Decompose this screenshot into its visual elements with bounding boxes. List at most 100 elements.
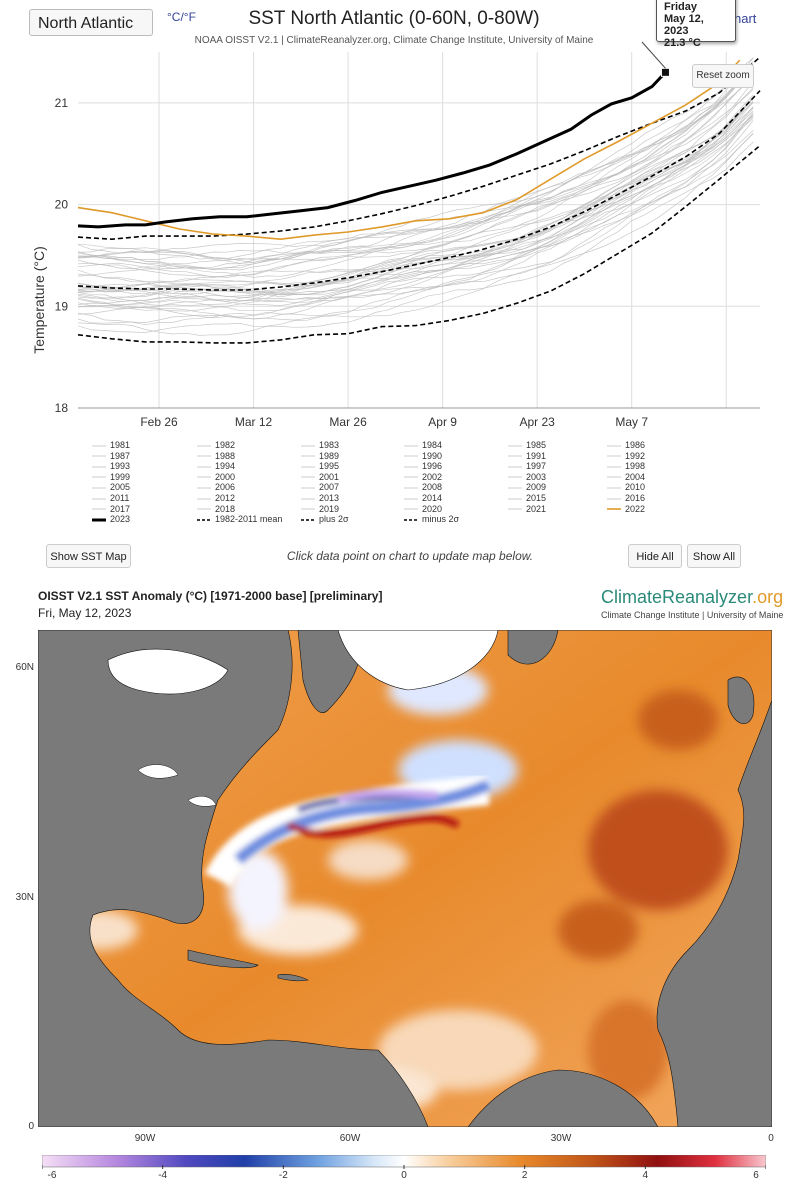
x-tick-label: May 7: [615, 415, 648, 429]
legend-item[interactable]: 2013: [301, 493, 339, 503]
colorbar-tick-label: -4: [158, 1170, 168, 1181]
legend-label: 1991: [526, 450, 547, 461]
legend-item[interactable]: 2001: [301, 472, 339, 482]
gulf-stream: [204, 775, 491, 888]
colorbar-tick-label: 6: [753, 1170, 759, 1181]
legend-swatch: [92, 455, 106, 457]
legend-item[interactable]: 2007: [301, 482, 339, 492]
legend-item[interactable]: 2009: [508, 482, 546, 492]
map-hint: Click data point on chart to update map …: [286, 549, 534, 563]
legend-item[interactable]: 2018: [197, 504, 235, 514]
legend-item[interactable]: 1990: [404, 451, 442, 461]
year-line: [77, 67, 754, 261]
legend-item[interactable]: 2008: [404, 482, 442, 492]
legend-label: 1993: [110, 461, 131, 472]
series-plus-2-: [77, 56, 761, 241]
legend-item[interactable]: 1988: [197, 451, 235, 461]
hide-all-button[interactable]: Hide All: [628, 544, 682, 568]
legend-item[interactable]: 2006: [197, 482, 235, 492]
year-line: [77, 107, 754, 306]
legend-item[interactable]: 1999: [92, 472, 130, 482]
legend-item[interactable]: 2004: [607, 472, 645, 482]
year-line: [77, 115, 754, 312]
europe-africa-land: [656, 699, 772, 1127]
legend-item[interactable]: 1991: [508, 451, 546, 461]
map-date: Fri, May 12, 2023: [38, 606, 132, 620]
chart-link[interactable]: hart: [734, 11, 757, 26]
region-select[interactable]: North Atlantic: [29, 9, 153, 36]
legend-item[interactable]: 2022: [607, 504, 645, 514]
legend-label: 2012: [215, 493, 236, 503]
legend-item[interactable]: 1982: [197, 440, 235, 450]
legend-item[interactable]: 2015: [508, 493, 546, 503]
legend-item[interactable]: 1981: [92, 440, 130, 450]
year-line: [77, 73, 754, 278]
legend-item[interactable]: 2016: [607, 493, 645, 503]
lon-label-90w: 90W: [134, 1133, 156, 1144]
legend-swatch: [404, 476, 418, 478]
legend-item[interactable]: 1998: [607, 461, 645, 471]
legend-swatch: [92, 487, 106, 489]
legend-item[interactable]: 1992: [607, 451, 645, 461]
legend-item[interactable]: 2000: [197, 472, 235, 482]
legend-item[interactable]: 2010: [607, 482, 645, 492]
legend-label: 2008: [422, 482, 443, 493]
legend-item[interactable]: plus 2σ: [301, 514, 349, 524]
legend-item[interactable]: minus 2σ: [404, 514, 459, 524]
legend-item[interactable]: 2014: [404, 493, 442, 503]
legend-item[interactable]: 2012: [197, 493, 235, 503]
legend-item[interactable]: 2021: [508, 504, 546, 514]
sst-anomaly-map[interactable]: [38, 630, 772, 1127]
legend-item[interactable]: 1984: [404, 440, 442, 450]
legend-item[interactable]: 1989: [301, 451, 339, 461]
legend-item[interactable]: 2002: [404, 472, 442, 482]
y-tick-label: 18: [55, 401, 69, 415]
legend-item[interactable]: 1993: [92, 461, 130, 471]
legend-item[interactable]: 1987: [92, 451, 130, 461]
legend-swatch: [197, 487, 211, 489]
greenland-tip-land: [507, 630, 559, 665]
lon-label-60w: 60W: [339, 1133, 361, 1144]
legend-label: 1998: [625, 461, 646, 472]
legend-label: 2000: [215, 471, 236, 482]
colorbar-tick-label: -6: [47, 1170, 57, 1181]
reset-zoom-button[interactable]: Reset zoom: [692, 64, 754, 88]
legend-swatch: [404, 508, 418, 510]
legend-swatch: [404, 445, 418, 447]
year-line: [77, 100, 754, 292]
legend-item[interactable]: 2023: [92, 514, 130, 524]
legend-item[interactable]: 1995: [301, 461, 339, 471]
legend-item[interactable]: 1996: [404, 461, 442, 471]
year-line: [77, 98, 754, 302]
legend-item[interactable]: 1986: [607, 440, 645, 450]
legend-item[interactable]: 1994: [197, 461, 235, 471]
year-line: [77, 113, 754, 319]
south-america-land: [467, 1069, 659, 1127]
legend-swatch: [92, 476, 106, 478]
lon-label-0: 0: [768, 1133, 774, 1144]
show-all-button[interactable]: Show All: [687, 544, 741, 568]
legend-item[interactable]: 2003: [508, 472, 546, 482]
legend-item[interactable]: 1985: [508, 440, 546, 450]
legend-swatch: [508, 487, 522, 489]
show-sst-map-button[interactable]: Show SST Map: [46, 544, 131, 568]
legend-item[interactable]: 2005: [92, 482, 130, 492]
legend-item[interactable]: 2020: [404, 504, 442, 514]
legend-item[interactable]: 1982-2011 mean: [197, 514, 282, 524]
legend-item[interactable]: 2017: [92, 504, 130, 514]
legend-item[interactable]: 2011: [92, 493, 129, 503]
legend-item[interactable]: 1997: [508, 461, 546, 471]
legend-item[interactable]: 2019: [301, 504, 339, 514]
legend-swatch: [607, 476, 621, 478]
legend-label: 1987: [110, 450, 131, 461]
legend-label: 1988: [215, 450, 236, 461]
legend-swatch: [197, 498, 211, 500]
legend-swatch: [404, 498, 418, 500]
hover-marker[interactable]: [660, 67, 670, 77]
legend-swatch: [301, 445, 315, 447]
legend-swatch: [508, 455, 522, 457]
legend-item[interactable]: 1983: [301, 440, 339, 450]
unit-toggle[interactable]: °C/°F: [167, 10, 196, 24]
legend-label: 2007: [319, 482, 340, 493]
